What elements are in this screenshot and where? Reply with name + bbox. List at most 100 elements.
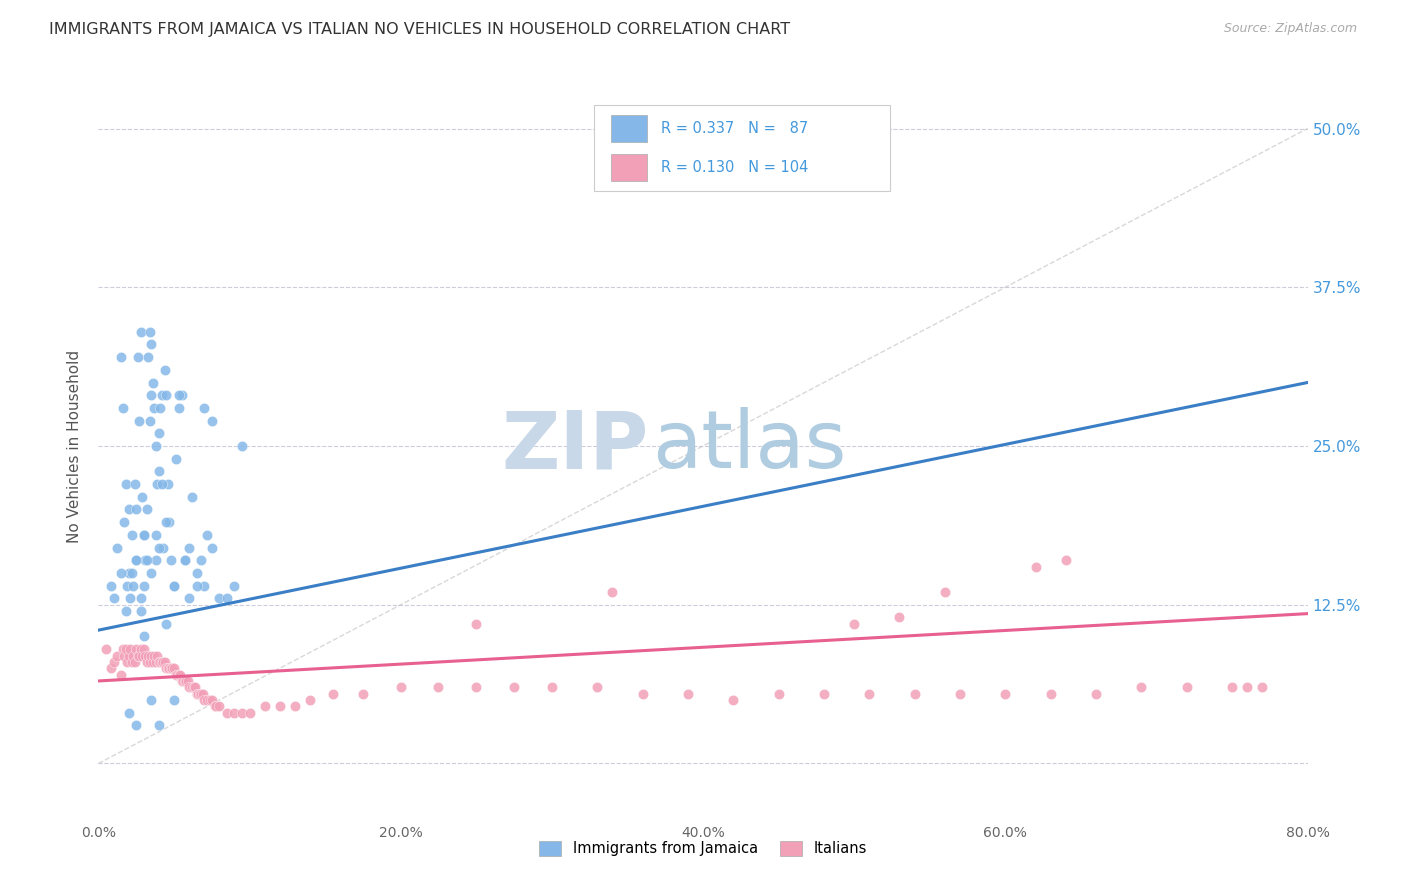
Point (195, 528, 218, 542)
Point (186, 579, 208, 593)
Point (139, 655, 162, 669)
Point (465, 616, 488, 631)
Point (115, 579, 138, 593)
Point (186, 566, 208, 580)
Point (128, 414, 150, 428)
Point (160, 661, 183, 675)
Point (190, 553, 212, 567)
Point (120, 642, 142, 657)
Point (132, 528, 155, 542)
Point (994, 687, 1017, 701)
Point (127, 648, 149, 663)
Point (427, 681, 450, 695)
FancyBboxPatch shape (612, 115, 647, 142)
Point (1236, 681, 1258, 695)
Point (193, 401, 215, 415)
Point (112, 648, 135, 663)
Point (187, 687, 209, 701)
Point (148, 426, 170, 441)
Point (121, 655, 143, 669)
Point (111, 642, 134, 657)
Point (128, 648, 150, 663)
Point (150, 477, 173, 491)
Point (100, 661, 122, 675)
Point (122, 579, 145, 593)
Point (602, 585, 624, 599)
Point (193, 579, 215, 593)
Text: Source: ZipAtlas.com: Source: ZipAtlas.com (1223, 22, 1357, 36)
Point (176, 673, 198, 688)
Point (150, 388, 173, 402)
Text: R = 0.337   N =   87: R = 0.337 N = 87 (661, 121, 808, 136)
Point (676, 687, 699, 701)
Point (352, 687, 374, 701)
Point (163, 693, 186, 707)
Point (155, 661, 177, 675)
Point (1024, 559, 1046, 574)
Point (118, 648, 141, 663)
Point (173, 553, 195, 567)
Point (165, 667, 187, 681)
Point (889, 610, 911, 624)
Point (110, 566, 132, 580)
Point (188, 687, 211, 701)
Point (121, 566, 143, 580)
Point (858, 687, 880, 701)
Point (145, 439, 167, 453)
Point (231, 439, 253, 453)
Point (118, 566, 141, 580)
Point (145, 655, 167, 669)
Text: R = 0.130   N = 104: R = 0.130 N = 104 (661, 161, 808, 176)
Point (184, 681, 207, 695)
Point (148, 718, 170, 732)
Point (1220, 681, 1243, 695)
Point (115, 655, 138, 669)
Point (125, 553, 148, 567)
Point (103, 655, 125, 669)
Point (162, 661, 184, 675)
Point (149, 655, 172, 669)
Point (191, 687, 214, 701)
Point (172, 673, 194, 688)
Point (1085, 687, 1108, 701)
Point (1251, 681, 1274, 695)
Point (215, 591, 238, 606)
Point (167, 667, 190, 681)
Point (139, 325, 162, 339)
Point (111, 401, 134, 415)
Point (949, 687, 972, 701)
Point (114, 477, 136, 491)
Point (540, 681, 562, 695)
Point (94, 642, 117, 657)
Point (134, 553, 156, 567)
Legend: Immigrants from Jamaica, Italians: Immigrants from Jamaica, Italians (533, 835, 873, 862)
Point (135, 502, 157, 516)
Point (169, 667, 191, 681)
Point (146, 648, 169, 663)
Point (179, 681, 201, 695)
Point (186, 687, 208, 701)
Point (141, 693, 163, 707)
Point (934, 585, 956, 599)
Point (143, 648, 166, 663)
Point (253, 699, 276, 714)
Point (135, 655, 157, 669)
Point (1175, 681, 1198, 695)
Point (110, 667, 132, 681)
Point (110, 350, 132, 364)
Point (122, 648, 145, 663)
Point (153, 363, 176, 377)
Point (231, 706, 253, 720)
Point (156, 477, 179, 491)
Point (139, 414, 162, 428)
Point (181, 490, 204, 504)
Point (124, 655, 146, 669)
Point (165, 451, 187, 466)
Point (152, 655, 174, 669)
Point (322, 687, 344, 701)
Point (129, 642, 152, 657)
Point (768, 687, 790, 701)
Point (124, 477, 146, 491)
Text: ZIP: ZIP (502, 407, 648, 485)
Point (224, 579, 246, 593)
